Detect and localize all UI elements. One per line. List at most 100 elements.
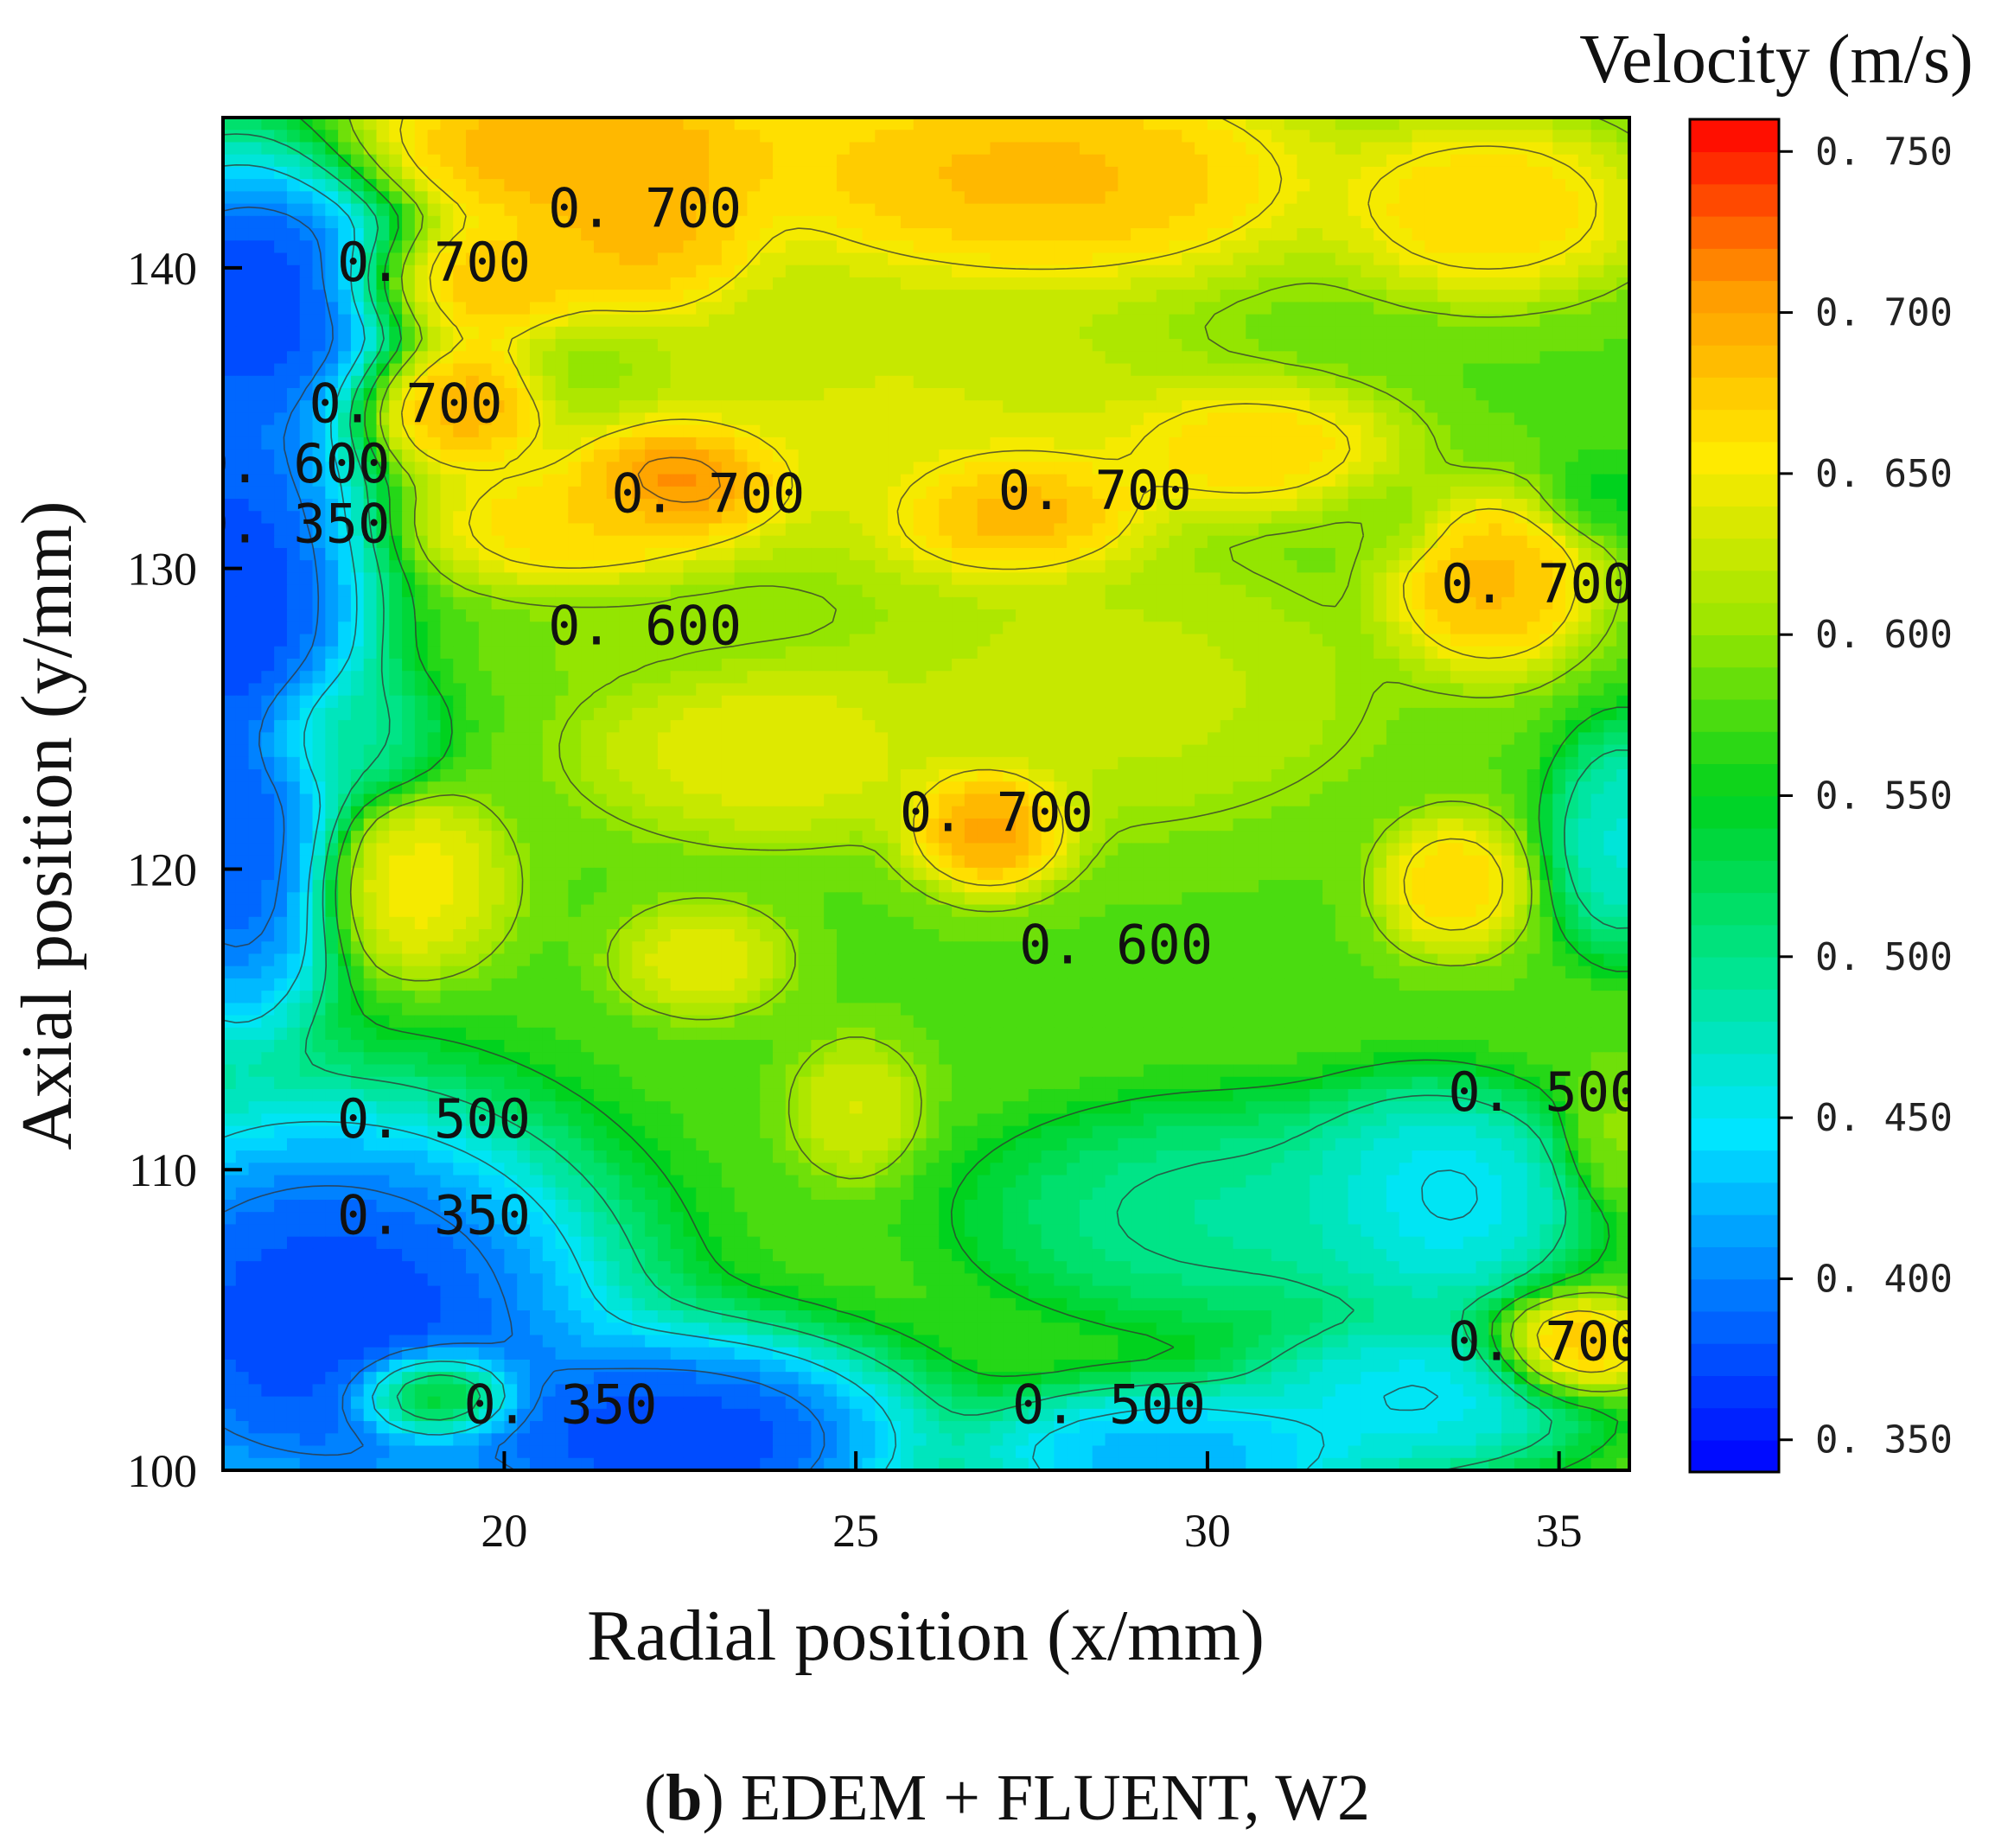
field-cell <box>1016 228 1029 241</box>
field-cell <box>1616 228 1629 241</box>
field-cell <box>248 277 262 290</box>
field-cell <box>1182 572 1195 586</box>
field-cell <box>1271 252 1285 266</box>
field-cell <box>1105 572 1119 586</box>
field-cell <box>491 191 505 205</box>
field-cell <box>1182 584 1195 598</box>
field-cell <box>888 228 902 241</box>
field-cell <box>1067 535 1080 549</box>
field-cell <box>593 375 608 389</box>
field-cell <box>402 215 416 229</box>
field-cell <box>1616 191 1629 205</box>
field-cell <box>1092 351 1106 365</box>
field-cell <box>709 400 723 414</box>
field-cell <box>427 412 442 426</box>
field-cell <box>785 228 800 241</box>
field-cell <box>1399 191 1413 205</box>
field-cell <box>721 154 736 168</box>
field-cell <box>670 240 685 254</box>
field-cell <box>274 302 288 315</box>
field-cell <box>1131 179 1144 192</box>
field-cell <box>1003 142 1017 156</box>
field-cell <box>261 154 275 168</box>
field-cell <box>645 166 659 180</box>
field-cell <box>1552 375 1566 389</box>
field-cell <box>504 302 518 315</box>
field-cell <box>274 596 288 610</box>
field-cell <box>517 252 531 266</box>
field-cell <box>414 560 429 574</box>
field-cell <box>1463 535 1477 549</box>
field-cell <box>1577 646 1592 660</box>
field-cell <box>338 572 352 586</box>
field-cell <box>1514 424 1528 438</box>
field-cell <box>1041 437 1055 450</box>
field-cell <box>760 646 774 660</box>
field-cell <box>836 449 851 462</box>
field-cell <box>849 203 864 217</box>
field-cell <box>1016 351 1029 365</box>
field-cell <box>1335 290 1349 303</box>
field-cell <box>1514 166 1528 180</box>
field-cell <box>1399 118 1413 131</box>
field-cell <box>1259 228 1272 241</box>
field-cell <box>1118 179 1131 192</box>
field-cell <box>913 424 927 438</box>
field-cell <box>1156 609 1170 622</box>
field-cell <box>1297 634 1310 647</box>
field-cell <box>223 351 237 365</box>
field-cell <box>1016 547 1029 561</box>
field-cell <box>862 523 876 537</box>
field-cell <box>811 351 825 365</box>
field-cell <box>1565 314 1579 328</box>
field-cell <box>529 609 544 622</box>
field-cell <box>1079 166 1093 180</box>
field-cell <box>1373 130 1387 143</box>
field-cell <box>1450 634 1464 647</box>
field-cell <box>555 302 569 315</box>
field-cell <box>1373 437 1387 450</box>
field-cell <box>721 671 736 685</box>
field-cell <box>427 634 442 647</box>
field-cell <box>453 535 467 549</box>
field-cell <box>1118 215 1131 229</box>
field-cell <box>1450 486 1464 500</box>
field-cell <box>1169 523 1182 537</box>
field-cell <box>785 363 800 377</box>
field-cell <box>875 609 889 622</box>
field-cell <box>1041 634 1055 647</box>
field-cell <box>1386 596 1400 610</box>
field-cell <box>1259 363 1272 377</box>
field-cell <box>606 523 621 537</box>
field-cell <box>1195 646 1208 660</box>
field-cell <box>1143 584 1157 598</box>
field-cell <box>926 375 940 389</box>
field-cell <box>1028 326 1042 340</box>
field-cell <box>223 252 237 266</box>
field-cell <box>913 523 927 537</box>
field-cell <box>1526 400 1541 414</box>
field-cell <box>1297 646 1310 660</box>
field-cell <box>376 351 390 365</box>
field-cell <box>440 424 454 438</box>
field-cell <box>491 154 505 168</box>
field-cell <box>760 671 774 685</box>
field-cell <box>248 634 262 647</box>
field-cell <box>670 535 685 549</box>
field-cell <box>1475 511 1489 525</box>
field-cell <box>299 634 314 647</box>
field-cell <box>312 351 326 365</box>
field-cell <box>223 596 237 610</box>
field-cell <box>1386 363 1400 377</box>
field-cell <box>555 351 569 365</box>
field-cell <box>325 621 339 635</box>
field-cell <box>363 264 378 278</box>
field-cell <box>773 388 787 401</box>
field-cell <box>824 228 838 241</box>
field-cell <box>1156 486 1170 500</box>
field-cell <box>657 449 672 462</box>
field-cell <box>1169 351 1182 365</box>
field-cell <box>568 351 582 365</box>
field-cell <box>1310 375 1323 389</box>
field-cell <box>1054 412 1068 426</box>
